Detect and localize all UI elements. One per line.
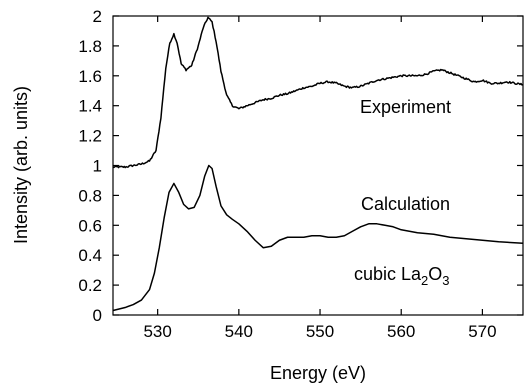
plot-area [112, 15, 524, 316]
annotation-calculation: Calculation [361, 194, 450, 214]
series-line-experiment [112, 16, 524, 169]
series-group [112, 16, 524, 312]
x-tick-label: 540 [225, 322, 253, 341]
y-tick-label: 1.8 [78, 37, 102, 56]
x-tick-label: 570 [468, 322, 496, 341]
compound-subscript-1: 2 [421, 273, 428, 288]
y-tick-label: 0.4 [78, 246, 102, 265]
y-axis-label: Intensity (arb. units) [11, 86, 31, 244]
series-line-calculation [112, 164, 524, 312]
compound-middle: O [428, 264, 442, 284]
plot-frame [112, 15, 524, 316]
x-tick-label: 550 [306, 322, 334, 341]
y-tick-label: 0.2 [78, 276, 102, 295]
y-tick-label: 1 [93, 157, 102, 176]
y-tick-label: 0.6 [78, 216, 102, 235]
x-axis-label: Energy (eV) [270, 363, 366, 383]
compound-prefix: cubic La [354, 264, 422, 284]
x-tick-label: 530 [143, 322, 171, 341]
annotation-compound: cubic La2O3 [354, 264, 450, 288]
y-tick-label: 1.2 [78, 127, 102, 146]
y-tick-label: 0.8 [78, 186, 102, 205]
annotation-experiment: Experiment [360, 97, 451, 117]
y-tick-label: 1.4 [78, 97, 102, 116]
compound-subscript-2: 3 [442, 273, 449, 288]
y-tick-label: 0 [93, 306, 102, 325]
x-tick-label: 560 [387, 322, 415, 341]
y-tick-label: 1.6 [78, 67, 102, 86]
axis-ticks: 530 540 550 560 570 0 0.2 0.4 0.6 0.8 1 1.2 1.4 1.6 1.… [78, 7, 523, 341]
y-tick-label: 2 [93, 7, 102, 26]
